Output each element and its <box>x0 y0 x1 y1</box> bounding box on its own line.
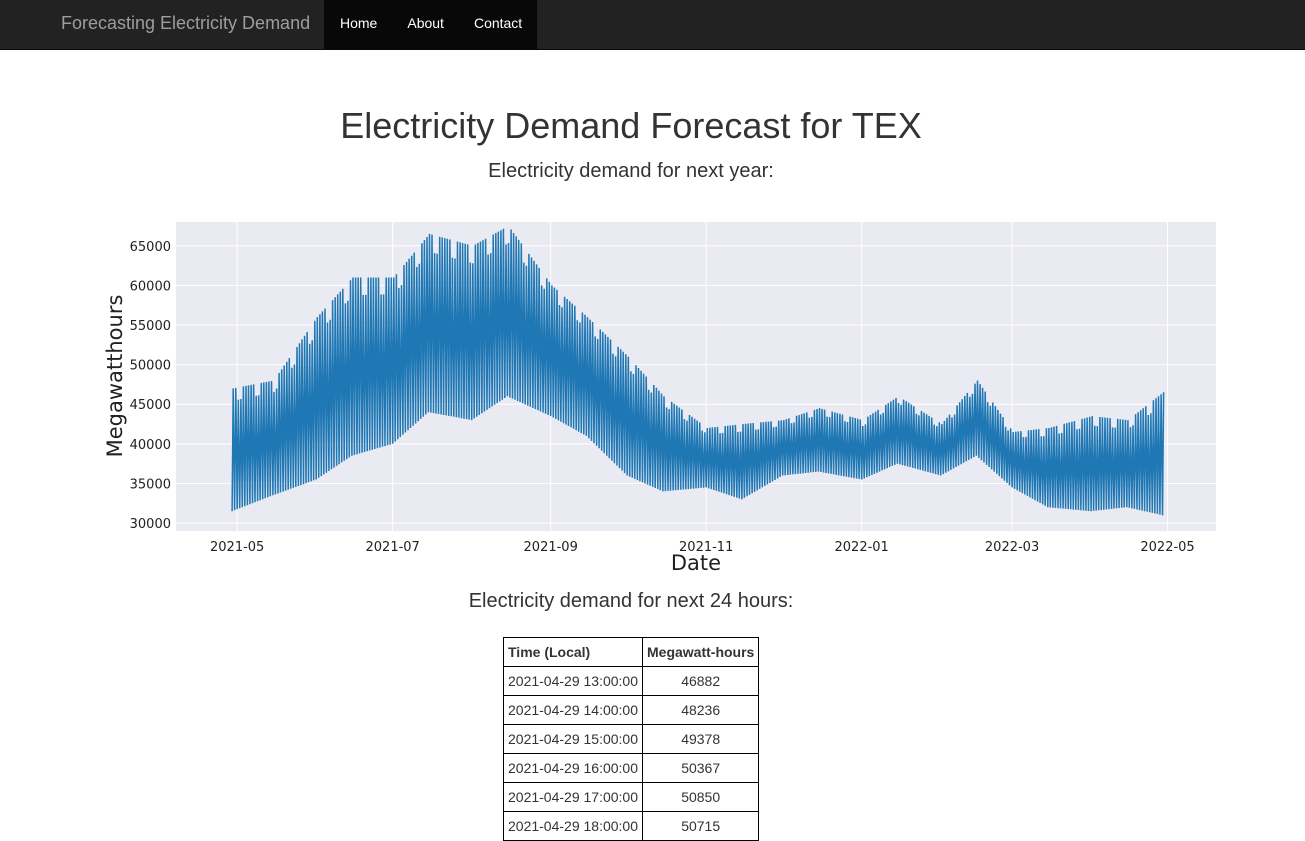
series-line-demand <box>231 228 1165 516</box>
y-tick-label: 30000 <box>130 517 171 532</box>
cell-megawatt-hours: 50367 <box>641 753 760 783</box>
y-axis-label: Megawatthours <box>103 295 127 458</box>
navbar-brand[interactable]: Forecasting Electricity Demand <box>61 13 311 33</box>
navbar: Forecasting Electricity Demand Home Abou… <box>0 0 1305 50</box>
y-tick-label: 40000 <box>130 438 171 453</box>
cell-time: 2021-04-29 18:00:00 <box>503 811 643 841</box>
column-header-megawatt-hours: Megawatt-hours <box>641 637 760 667</box>
cell-megawatt-hours: 50715 <box>641 811 760 841</box>
table-row: 2021-04-29 17:00:00 50850 <box>503 782 760 812</box>
y-tick-label: 60000 <box>130 279 171 294</box>
demand-forecast-chart: 2021-05 2021-07 2021-09 2021-11 2022-01 2022-… <box>103 222 1216 575</box>
cell-megawatt-hours: 49378 <box>641 724 760 754</box>
nav-menu: Home About Contact <box>324 0 537 49</box>
cell-time: 2021-04-29 14:00:00 <box>503 695 643 725</box>
y-tick-label: 55000 <box>130 319 171 334</box>
nav-home[interactable]: Home <box>340 15 378 31</box>
table-header-row: Time (Local) Megawatt-hours <box>503 637 760 667</box>
page-title: Electricity Demand Forecast for TEX <box>340 105 922 146</box>
cell-time: 2021-04-29 17:00:00 <box>503 782 643 812</box>
table-row: 2021-04-29 15:00:00 49378 <box>503 724 760 754</box>
subtitle-next-year: Electricity demand for next year: <box>488 160 774 182</box>
table-row: 2021-04-29 13:00:00 46882 <box>503 666 760 696</box>
cell-megawatt-hours: 48236 <box>641 695 760 725</box>
x-tick-label: 2021-05 <box>210 540 264 555</box>
y-tick-label: 45000 <box>130 398 171 413</box>
cell-megawatt-hours: 50850 <box>641 782 760 812</box>
subtitle-next-24-hours: Electricity demand for next 24 hours: <box>468 590 794 612</box>
nav-contact[interactable]: Contact <box>473 15 523 31</box>
x-tick-label: 2021-09 <box>524 540 578 555</box>
x-axis-ticks: 2021-05 2021-07 2021-09 2021-11 2022-01 2022-… <box>210 540 1195 555</box>
x-axis-label: Date <box>671 551 721 575</box>
x-tick-label: 2021-07 <box>366 540 420 555</box>
cell-megawatt-hours: 46882 <box>641 666 760 696</box>
column-header-time: Time (Local) <box>503 637 643 667</box>
cell-time: 2021-04-29 15:00:00 <box>503 724 643 754</box>
y-tick-label: 65000 <box>130 240 171 255</box>
x-tick-label: 2021-11 <box>679 540 733 555</box>
nav-about[interactable]: About <box>407 15 444 31</box>
x-tick-label: 2022-03 <box>985 540 1039 555</box>
cell-time: 2021-04-29 13:00:00 <box>503 666 643 696</box>
y-tick-label: 35000 <box>130 477 171 492</box>
table-row: 2021-04-29 16:00:00 50367 <box>503 753 760 783</box>
table-row: 2021-04-29 14:00:00 48236 <box>503 695 760 725</box>
forecast-table: Time (Local) Megawatt-hours 2021-04-29 1… <box>503 637 760 841</box>
y-axis-ticks: 30000 35000 40000 45000 50000 55000 60000 65000 <box>130 240 171 532</box>
x-tick-label: 2022-01 <box>835 540 889 555</box>
cell-time: 2021-04-29 16:00:00 <box>503 753 643 783</box>
x-tick-label: 2022-05 <box>1140 540 1194 555</box>
table-row: 2021-04-29 18:00:00 50715 <box>503 811 760 841</box>
chart-series <box>231 228 1165 516</box>
y-tick-label: 50000 <box>130 359 171 374</box>
